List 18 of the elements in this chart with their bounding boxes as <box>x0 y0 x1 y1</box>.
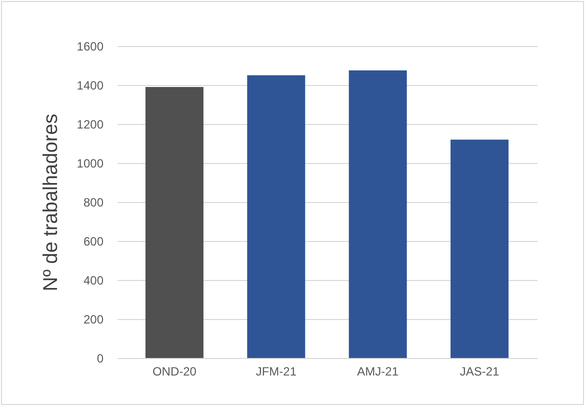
y-tick-label: 800 <box>83 196 104 210</box>
bar <box>145 86 204 358</box>
y-tick-label: 1400 <box>76 78 104 92</box>
y-tick-label: 1000 <box>76 156 104 170</box>
x-tick-label: OND-20 <box>152 364 197 378</box>
bar <box>348 70 407 358</box>
y-tick-label: 0 <box>96 352 104 366</box>
y-axis-title: Nº de trabalhadores <box>40 114 62 292</box>
x-tick-label: AMJ-21 <box>357 364 399 378</box>
x-tick-label: JFM-21 <box>256 364 297 378</box>
y-tick-label: 1600 <box>76 40 104 54</box>
y-tick-label: 400 <box>83 274 104 288</box>
bar <box>450 140 509 358</box>
y-tick-label: 600 <box>83 234 104 248</box>
y-tick-label: 1200 <box>76 118 104 132</box>
x-tick-label: JAS-21 <box>460 364 500 378</box>
y-tick-label: 200 <box>83 312 104 326</box>
bar <box>247 75 306 358</box>
